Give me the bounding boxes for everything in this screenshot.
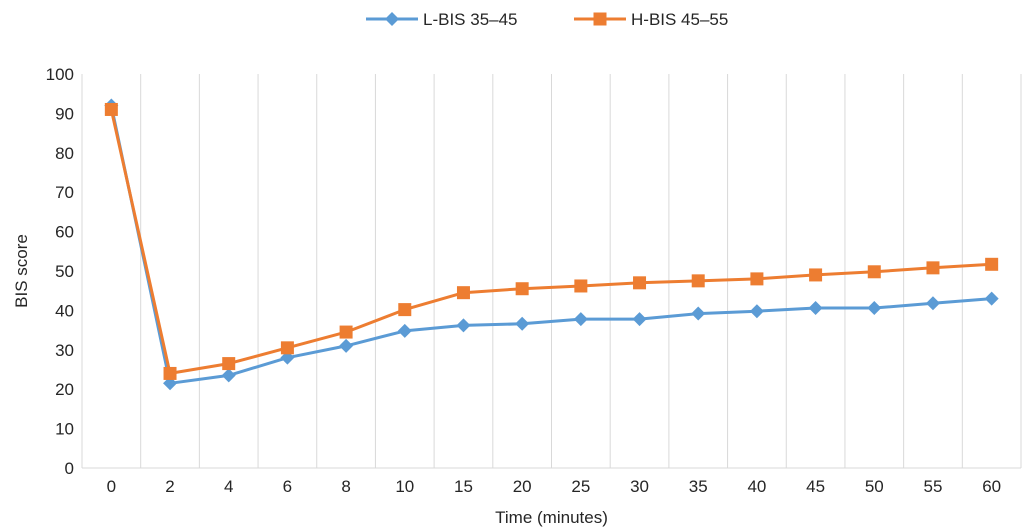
data-point-h-bis <box>163 366 177 380</box>
y-tick-label: 10 <box>55 420 74 439</box>
data-point-h-bis <box>280 341 294 355</box>
data-point-h-bis <box>574 279 588 293</box>
legend-label-h-bis: H-BIS 45–55 <box>631 10 728 29</box>
x-tick-label: 15 <box>454 477 473 496</box>
y-tick-label: 0 <box>65 459 74 478</box>
data-point-h-bis <box>809 268 823 282</box>
series-line-h-bis <box>109 109 992 375</box>
data-point-h-bis <box>867 265 881 279</box>
y-tick-label: 60 <box>55 223 74 242</box>
x-axis-title: Time (minutes) <box>495 508 608 527</box>
y-tick-label: 30 <box>55 341 74 360</box>
x-tick-label: 60 <box>982 477 1001 496</box>
x-tick-label: 25 <box>571 477 590 496</box>
x-tick-label: 40 <box>747 477 766 496</box>
x-tick-labels: 0 2 4 6 8 10 15 20 25 30 35 40 45 50 55 60 <box>107 477 1002 496</box>
data-point-h-bis <box>456 286 470 300</box>
y-tick-label: 40 <box>55 301 74 320</box>
data-point-l-bis <box>808 301 823 316</box>
series-line-l-bis <box>109 105 992 385</box>
x-tick-label: 20 <box>513 477 532 496</box>
grid-lines <box>81 74 1022 468</box>
x-tick-label: 6 <box>283 477 292 496</box>
data-point-h-bis <box>222 357 236 371</box>
data-point-l-bis <box>456 318 471 333</box>
y-tick-label: 80 <box>55 144 74 163</box>
x-tick-label: 2 <box>165 477 174 496</box>
y-tick-label: 50 <box>55 262 74 281</box>
legend: L-BIS 35–45 H-BIS 45–55 <box>366 10 728 29</box>
data-point-h-bis <box>926 261 940 275</box>
y-tick-label: 20 <box>55 380 74 399</box>
legend-marker-h-bis <box>593 12 607 26</box>
legend-label-l-bis: L-BIS 35–45 <box>423 10 518 29</box>
data-point-l-bis <box>397 323 412 338</box>
data-point-l-bis <box>339 338 354 353</box>
series-h-bis <box>104 102 999 380</box>
legend-item-l-bis: L-BIS 35–45 <box>366 10 518 29</box>
legend-item-h-bis: H-BIS 45–55 <box>574 10 728 29</box>
y-tick-label: 90 <box>55 104 74 123</box>
data-point-l-bis <box>691 306 706 321</box>
data-point-l-bis <box>749 304 764 319</box>
x-tick-label: 0 <box>107 477 116 496</box>
x-tick-label: 50 <box>865 477 884 496</box>
legend-marker-l-bis <box>385 12 399 26</box>
x-tick-label: 35 <box>689 477 708 496</box>
data-point-h-bis <box>985 257 999 271</box>
data-point-h-bis <box>515 282 529 296</box>
x-tick-label: 4 <box>224 477 233 496</box>
data-point-l-bis <box>984 291 999 306</box>
data-point-h-bis <box>750 272 764 286</box>
data-point-l-bis <box>515 316 530 331</box>
y-tick-label: 100 <box>46 65 74 84</box>
x-tick-label: 45 <box>806 477 825 496</box>
x-tick-label: 8 <box>341 477 350 496</box>
data-point-l-bis <box>925 296 940 311</box>
series-lines <box>104 98 999 391</box>
data-point-l-bis <box>221 368 236 383</box>
y-tick-labels: 0 10 20 30 40 50 60 70 80 90 100 <box>46 65 74 478</box>
y-axis-title: BIS score <box>12 234 31 308</box>
x-tick-label: 10 <box>395 477 414 496</box>
data-point-h-bis <box>398 303 412 317</box>
data-point-l-bis <box>573 312 588 327</box>
data-point-l-bis <box>632 312 647 327</box>
x-tick-label: 30 <box>630 477 649 496</box>
x-tick-label: 55 <box>924 477 943 496</box>
data-point-l-bis <box>867 301 882 316</box>
data-point-h-bis <box>339 325 353 339</box>
data-point-h-bis <box>691 274 705 288</box>
y-tick-label: 70 <box>55 183 74 202</box>
data-point-h-bis <box>104 102 118 116</box>
data-point-h-bis <box>633 276 647 290</box>
